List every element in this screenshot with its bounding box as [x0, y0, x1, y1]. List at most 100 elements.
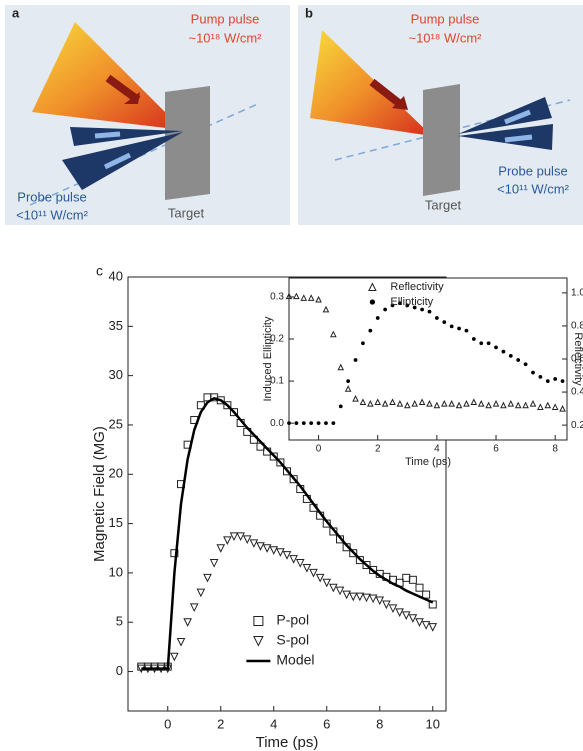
marker	[457, 326, 461, 331]
marker	[362, 561, 371, 570]
probe-intensity: <10¹¹ W/cm²	[497, 181, 570, 196]
panel-a: a Pump pulse ~10¹⁸ W/cm² Probe pulse <10…	[5, 5, 290, 225]
marker	[408, 575, 417, 584]
marker	[307, 294, 315, 301]
x-axis-title: Time (ps)	[405, 456, 451, 468]
x-tick-label: 0	[164, 716, 171, 731]
probe-arrow	[504, 109, 531, 125]
marker	[449, 324, 454, 329]
marker	[349, 549, 358, 558]
legend-label: Reflectivity	[390, 281, 444, 293]
legend-swatch	[253, 616, 264, 626]
pump-arrow-head	[124, 92, 140, 104]
marker	[283, 467, 291, 476]
marker	[309, 421, 314, 426]
legend-label: S-pol	[276, 632, 309, 648]
marker	[176, 637, 186, 647]
marker	[382, 600, 391, 610]
x-tick-label: 6	[493, 444, 499, 455]
marker	[390, 303, 395, 308]
marker	[507, 400, 515, 407]
marker	[455, 401, 463, 409]
y-tick-label: 35	[109, 318, 123, 333]
marker	[553, 377, 558, 381]
marker	[440, 400, 448, 407]
marker	[242, 535, 252, 544]
marker	[229, 532, 239, 542]
marker	[559, 404, 566, 412]
y-tick-label: 0.0	[270, 418, 284, 429]
y2-tick-label: 0.6	[571, 354, 583, 365]
y-tick-label: 20	[109, 466, 123, 481]
target-label: Target	[168, 205, 205, 220]
marker	[433, 401, 441, 409]
marker	[368, 328, 373, 333]
marker	[420, 307, 424, 312]
marker	[203, 573, 212, 583]
marker	[337, 363, 345, 371]
marker	[415, 583, 424, 592]
marker	[523, 362, 528, 367]
y-tick-label: 0.3	[270, 292, 284, 303]
marker	[170, 652, 179, 662]
marker	[209, 559, 219, 568]
marker	[289, 555, 298, 564]
marker	[412, 305, 417, 310]
probe-arrow	[504, 134, 533, 143]
marker	[342, 590, 351, 600]
marker	[276, 458, 285, 467]
y-tick-label: 15	[109, 515, 123, 530]
pump-label: Pump pulse	[191, 11, 260, 26]
marker	[408, 614, 418, 623]
marker	[537, 403, 544, 410]
marker	[514, 401, 522, 409]
pump-beam	[32, 22, 183, 130]
y-tick-label: 0.2	[270, 334, 284, 345]
marker	[249, 539, 259, 548]
marker	[421, 621, 431, 630]
marker	[322, 578, 332, 588]
marker	[463, 400, 470, 407]
target	[423, 84, 460, 196]
legend-label: P-pol	[276, 612, 309, 628]
marker	[329, 583, 338, 593]
probe-beam	[458, 97, 552, 134]
marker	[442, 320, 447, 325]
marker	[353, 358, 358, 362]
marker	[522, 401, 529, 409]
marker	[196, 588, 206, 598]
x-tick-label: 2	[217, 716, 224, 731]
target-label: Target	[425, 197, 462, 212]
marker	[276, 548, 285, 557]
probe-arrow	[94, 131, 121, 139]
x-tick-label: 4	[434, 444, 440, 455]
y2-axis-title: Reflectivity	[572, 332, 583, 386]
marker	[338, 404, 343, 409]
y-tick-label: 40	[109, 268, 123, 283]
y-axis-title: Induced Ellipticity	[262, 316, 274, 401]
marker	[331, 421, 336, 426]
marker	[381, 400, 389, 407]
pump-label: Pump pulse	[411, 11, 480, 26]
pump-intensity: ~10¹⁸ W/cm²	[408, 30, 482, 45]
marker	[346, 379, 351, 383]
marker	[367, 400, 374, 407]
marker	[427, 309, 432, 314]
marker	[428, 623, 438, 632]
probe-label: Probe pulse	[17, 189, 86, 204]
y-tick-label: 0.1	[270, 376, 284, 387]
marker	[223, 401, 232, 410]
axis-line	[29, 102, 261, 206]
marker	[294, 421, 299, 426]
pump-arrow-head	[392, 96, 408, 110]
marker	[418, 398, 426, 405]
marker	[464, 328, 469, 333]
legend-label: Model	[276, 652, 314, 668]
y2-tick-label: 1.0	[571, 288, 583, 299]
marker	[344, 385, 352, 392]
marker	[544, 401, 552, 409]
marker	[352, 395, 359, 402]
model-line	[141, 396, 434, 670]
inset-chart: 0 2 4 6 8 0.0 0.1 0.2 0.3 0.2 0.4 0.6 0.8 1.0 Time (ps…	[262, 277, 583, 468]
